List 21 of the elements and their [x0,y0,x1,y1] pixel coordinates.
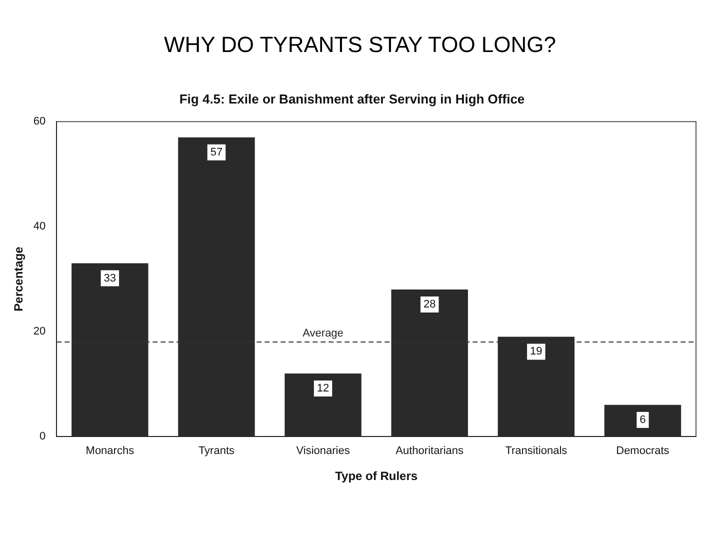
data-label: 6 [640,414,646,426]
ref-line-label: Average [302,327,344,340]
y-tick-label: 20 [33,326,46,338]
x-tick-label: Transitionals [505,445,568,458]
data-label: 33 [104,272,116,284]
y-tick-label: 60 [33,116,46,128]
data-label: 19 [530,346,542,358]
y-tick-label: 0 [40,430,46,442]
x-tick-label: Visionaries [296,445,350,458]
x-tick-label: Tyrants [198,445,236,458]
y-tick-label: 40 [33,220,46,233]
x-tick-label: Authoritarians [396,445,464,458]
chart-subtitle: Fig 4.5: Exile or Banishment after Serving in High Office [179,91,525,106]
chart-title: WHY DO TYRANTS STAY TOO LONG? [162,32,557,58]
x-axis-title: Type of Rulers [335,469,418,484]
data-label: 12 [316,382,330,394]
data-label: 57 [210,146,223,158]
data-label: 28 [423,298,436,311]
y-axis-title: Percentage [12,246,26,312]
x-tick-label: Democrats [616,445,670,458]
x-tick-label: Monarchs [86,445,135,458]
